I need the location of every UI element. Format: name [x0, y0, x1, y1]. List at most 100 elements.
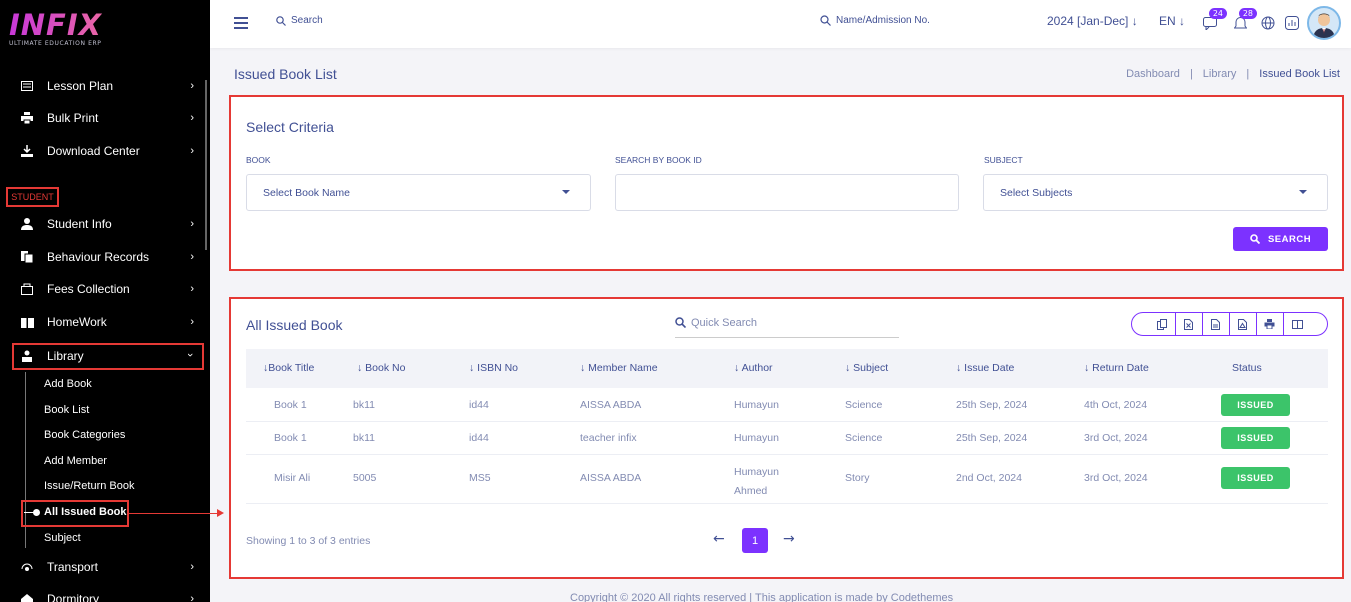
printer-icon — [20, 111, 34, 125]
status-badge: ISSUED — [1221, 467, 1290, 489]
footer-copyright: Copyright © 2020 All rights reserved | T… — [570, 592, 954, 602]
cell-book-no: bk11 — [353, 432, 375, 444]
logo[interactable]: INFIX ULTIMATE EDUCATION ERP — [9, 10, 119, 55]
column-header-book-title[interactable]: ↓Book Title — [263, 362, 314, 374]
chevron-right-icon: › — [190, 561, 194, 573]
book-id-input[interactable] — [615, 174, 959, 211]
page-button-current[interactable]: 1 — [742, 528, 768, 553]
sidebar-item-label: Dormitory — [47, 592, 100, 602]
lesson-plan-icon — [20, 79, 34, 93]
sort-arrow-icon: ↓ — [469, 362, 478, 374]
sort-arrow-icon: ↓ — [734, 362, 742, 374]
chevron-right-icon: › — [190, 593, 194, 602]
column-header-label: ISBN No — [477, 362, 519, 374]
sidebar-item-label: Library — [47, 349, 84, 363]
sidebar-subitem-book-categories[interactable]: Book Categories — [44, 429, 126, 441]
cell-isbn: id44 — [469, 432, 489, 444]
academic-year-select[interactable]: 2024 [Jan-Dec] ↓ — [1047, 14, 1138, 28]
sidebar-item-label: Lesson Plan — [47, 79, 114, 93]
copy-icon[interactable] — [1149, 313, 1176, 335]
globe-icon[interactable] — [1259, 14, 1277, 32]
sidebar-subitem-issue-return-book[interactable]: Issue/Return Book — [44, 480, 135, 492]
sidebar-item-label: Fees Collection — [47, 282, 130, 296]
sidebar-item-dormitory[interactable]: Dormitory › — [20, 588, 200, 602]
excel-icon[interactable] — [1176, 313, 1203, 335]
subject-select-value: Select Subjects — [1000, 186, 1073, 199]
library-highlight — [12, 343, 204, 370]
sidebar-item-bulk-print[interactable]: Bulk Print › — [20, 107, 200, 129]
sidebar-scrollbar[interactable] — [205, 80, 207, 250]
user-avatar[interactable] — [1307, 6, 1341, 40]
subject-select[interactable]: Select Subjects — [983, 174, 1328, 211]
entries-info: Showing 1 to 3 of 3 entries — [246, 535, 371, 547]
sidebar-item-homework[interactable]: HomeWork › — [20, 311, 200, 333]
column-header-return-date[interactable]: ↓ Return Date — [1084, 362, 1149, 374]
sidebar-item-transport[interactable]: Transport › — [20, 556, 200, 578]
column-header-member-name[interactable]: ↓ Member Name — [580, 362, 658, 374]
language-value: EN — [1159, 14, 1176, 28]
student-search-input[interactable]: Name/Admission No. — [836, 15, 930, 26]
breadcrumb-library[interactable]: Library — [1202, 68, 1237, 80]
chart-icon[interactable] — [1283, 14, 1301, 32]
bell-icon[interactable]: 28 — [1231, 8, 1257, 32]
top-search[interactable]: Search — [276, 15, 323, 26]
column-header-book-no[interactable]: ↓ Book No — [357, 362, 405, 374]
column-header-isbn-no[interactable]: ↓ ISBN No — [469, 362, 518, 374]
chat-icon[interactable]: 24 — [1201, 8, 1227, 32]
sidebar-item-behaviour-records[interactable]: Behaviour Records › — [20, 246, 200, 268]
sort-arrow-icon: ↓ — [263, 362, 269, 374]
arrow-left-icon[interactable]: ← — [713, 531, 725, 547]
sort-arrow-icon: ↓ — [956, 362, 965, 374]
issued-books-card — [229, 297, 1344, 579]
breadcrumb-separator: | — [1189, 68, 1193, 80]
sidebar-item-download-center[interactable]: Download Center › — [20, 140, 200, 162]
cell-return-date: 4th Oct, 2024 — [1084, 399, 1148, 411]
issued-books-title: All Issued Book — [246, 317, 343, 333]
sidebar-subitem-subject[interactable]: Subject — [44, 532, 81, 544]
arrow-right-icon[interactable]: → — [783, 531, 795, 547]
caret-down-icon — [562, 190, 570, 194]
cell-book-title: Book 1 — [274, 432, 307, 444]
chevron-right-icon: › — [190, 251, 194, 263]
print-icon[interactable] — [1257, 313, 1284, 335]
column-header-subject[interactable]: ↓ Subject — [845, 362, 888, 374]
column-header-issue-date[interactable]: ↓ Issue Date — [956, 362, 1014, 374]
search-input[interactable]: Search — [291, 15, 323, 26]
student-search[interactable]: Name/Admission No. — [820, 15, 930, 26]
cell-member: teacher infix — [580, 432, 637, 444]
cell-author: Humayun — [734, 432, 779, 444]
csv-icon[interactable] — [1203, 313, 1230, 335]
columns-icon[interactable] — [1284, 313, 1311, 335]
column-header-status[interactable]: Status — [1232, 362, 1262, 374]
cell-book-title: Misir Ali — [274, 472, 311, 484]
sidebar-item-label: HomeWork — [47, 315, 107, 329]
pdf-icon[interactable] — [1230, 313, 1257, 335]
sidebar-item-label: Bulk Print — [47, 111, 99, 125]
menu-toggle-icon[interactable] — [234, 17, 248, 29]
sidebar-subitem-all-issued-book[interactable]: All Issued Book — [44, 506, 127, 518]
search-button[interactable]: SEARCH — [1233, 227, 1328, 251]
breadcrumb: Dashboard | Library | Issued Book List — [1126, 68, 1340, 80]
sidebar-item-fees-collection[interactable]: Fees Collection › — [20, 278, 200, 300]
book-select[interactable]: Select Book Name — [246, 174, 591, 211]
records-icon — [20, 250, 34, 264]
annotation-arrow-head — [217, 509, 224, 517]
sidebar-item-student-info[interactable]: Student Info › — [20, 213, 200, 235]
chevron-down-icon: › — [184, 353, 197, 357]
sidebar-subitem-add-book[interactable]: Add Book — [44, 378, 92, 390]
sidebar-item-lesson-plan[interactable]: Lesson Plan › — [20, 75, 200, 97]
breadcrumb-dashboard[interactable]: Dashboard — [1126, 68, 1180, 80]
status-badge: ISSUED — [1221, 427, 1290, 449]
section-label-student: STUDENT — [6, 187, 59, 207]
sidebar-subitem-add-member[interactable]: Add Member — [44, 455, 107, 467]
library-icon — [20, 349, 34, 363]
sidebar-item-library[interactable]: Library › — [20, 345, 200, 367]
caret-down-icon — [1299, 190, 1307, 194]
quick-search-input[interactable]: Quick Search — [675, 308, 899, 338]
sidebar-subitem-book-list[interactable]: Book List — [44, 404, 90, 416]
notification-count-badge: 28 — [1238, 8, 1257, 19]
language-select[interactable]: EN ↓ — [1159, 14, 1185, 28]
table-header: ↓Book Title ↓ Book No ↓ ISBN No ↓ Member… — [246, 349, 1328, 388]
chevron-right-icon: › — [190, 80, 194, 92]
column-header-author[interactable]: ↓ Author — [734, 362, 773, 374]
